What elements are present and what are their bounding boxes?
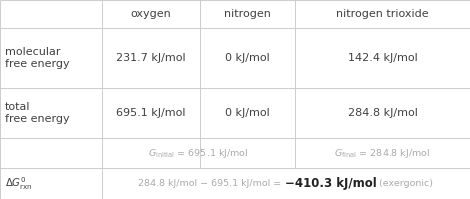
- Text: 695.1 kJ/mol: 695.1 kJ/mol: [116, 108, 186, 118]
- Text: 231.7 kJ/mol: 231.7 kJ/mol: [116, 53, 186, 63]
- Text: $\Delta G^0_\mathrm{rxn}$: $\Delta G^0_\mathrm{rxn}$: [5, 175, 33, 192]
- Text: 142.4 kJ/mol: 142.4 kJ/mol: [348, 53, 417, 63]
- Text: 0 kJ/mol: 0 kJ/mol: [225, 108, 270, 118]
- Text: 284.8 kJ/mol: 284.8 kJ/mol: [347, 108, 417, 118]
- Text: 0 kJ/mol: 0 kJ/mol: [225, 53, 270, 63]
- Text: (exergonic): (exergonic): [376, 179, 433, 188]
- Text: $G_\mathrm{final}$ = 284.8 kJ/mol: $G_\mathrm{final}$ = 284.8 kJ/mol: [334, 146, 431, 160]
- Text: total
free energy: total free energy: [5, 102, 70, 124]
- Text: oxygen: oxygen: [131, 9, 172, 19]
- Text: molecular
free energy: molecular free energy: [5, 47, 70, 69]
- Text: $G_\mathrm{initial}$ = 695.1 kJ/mol: $G_\mathrm{initial}$ = 695.1 kJ/mol: [148, 146, 249, 160]
- Text: nitrogen trioxide: nitrogen trioxide: [336, 9, 429, 19]
- Text: nitrogen: nitrogen: [224, 9, 271, 19]
- Text: 284.8 kJ/mol − 695.1 kJ/mol =: 284.8 kJ/mol − 695.1 kJ/mol =: [139, 179, 285, 188]
- Text: −410.3 kJ/mol: −410.3 kJ/mol: [285, 177, 376, 190]
